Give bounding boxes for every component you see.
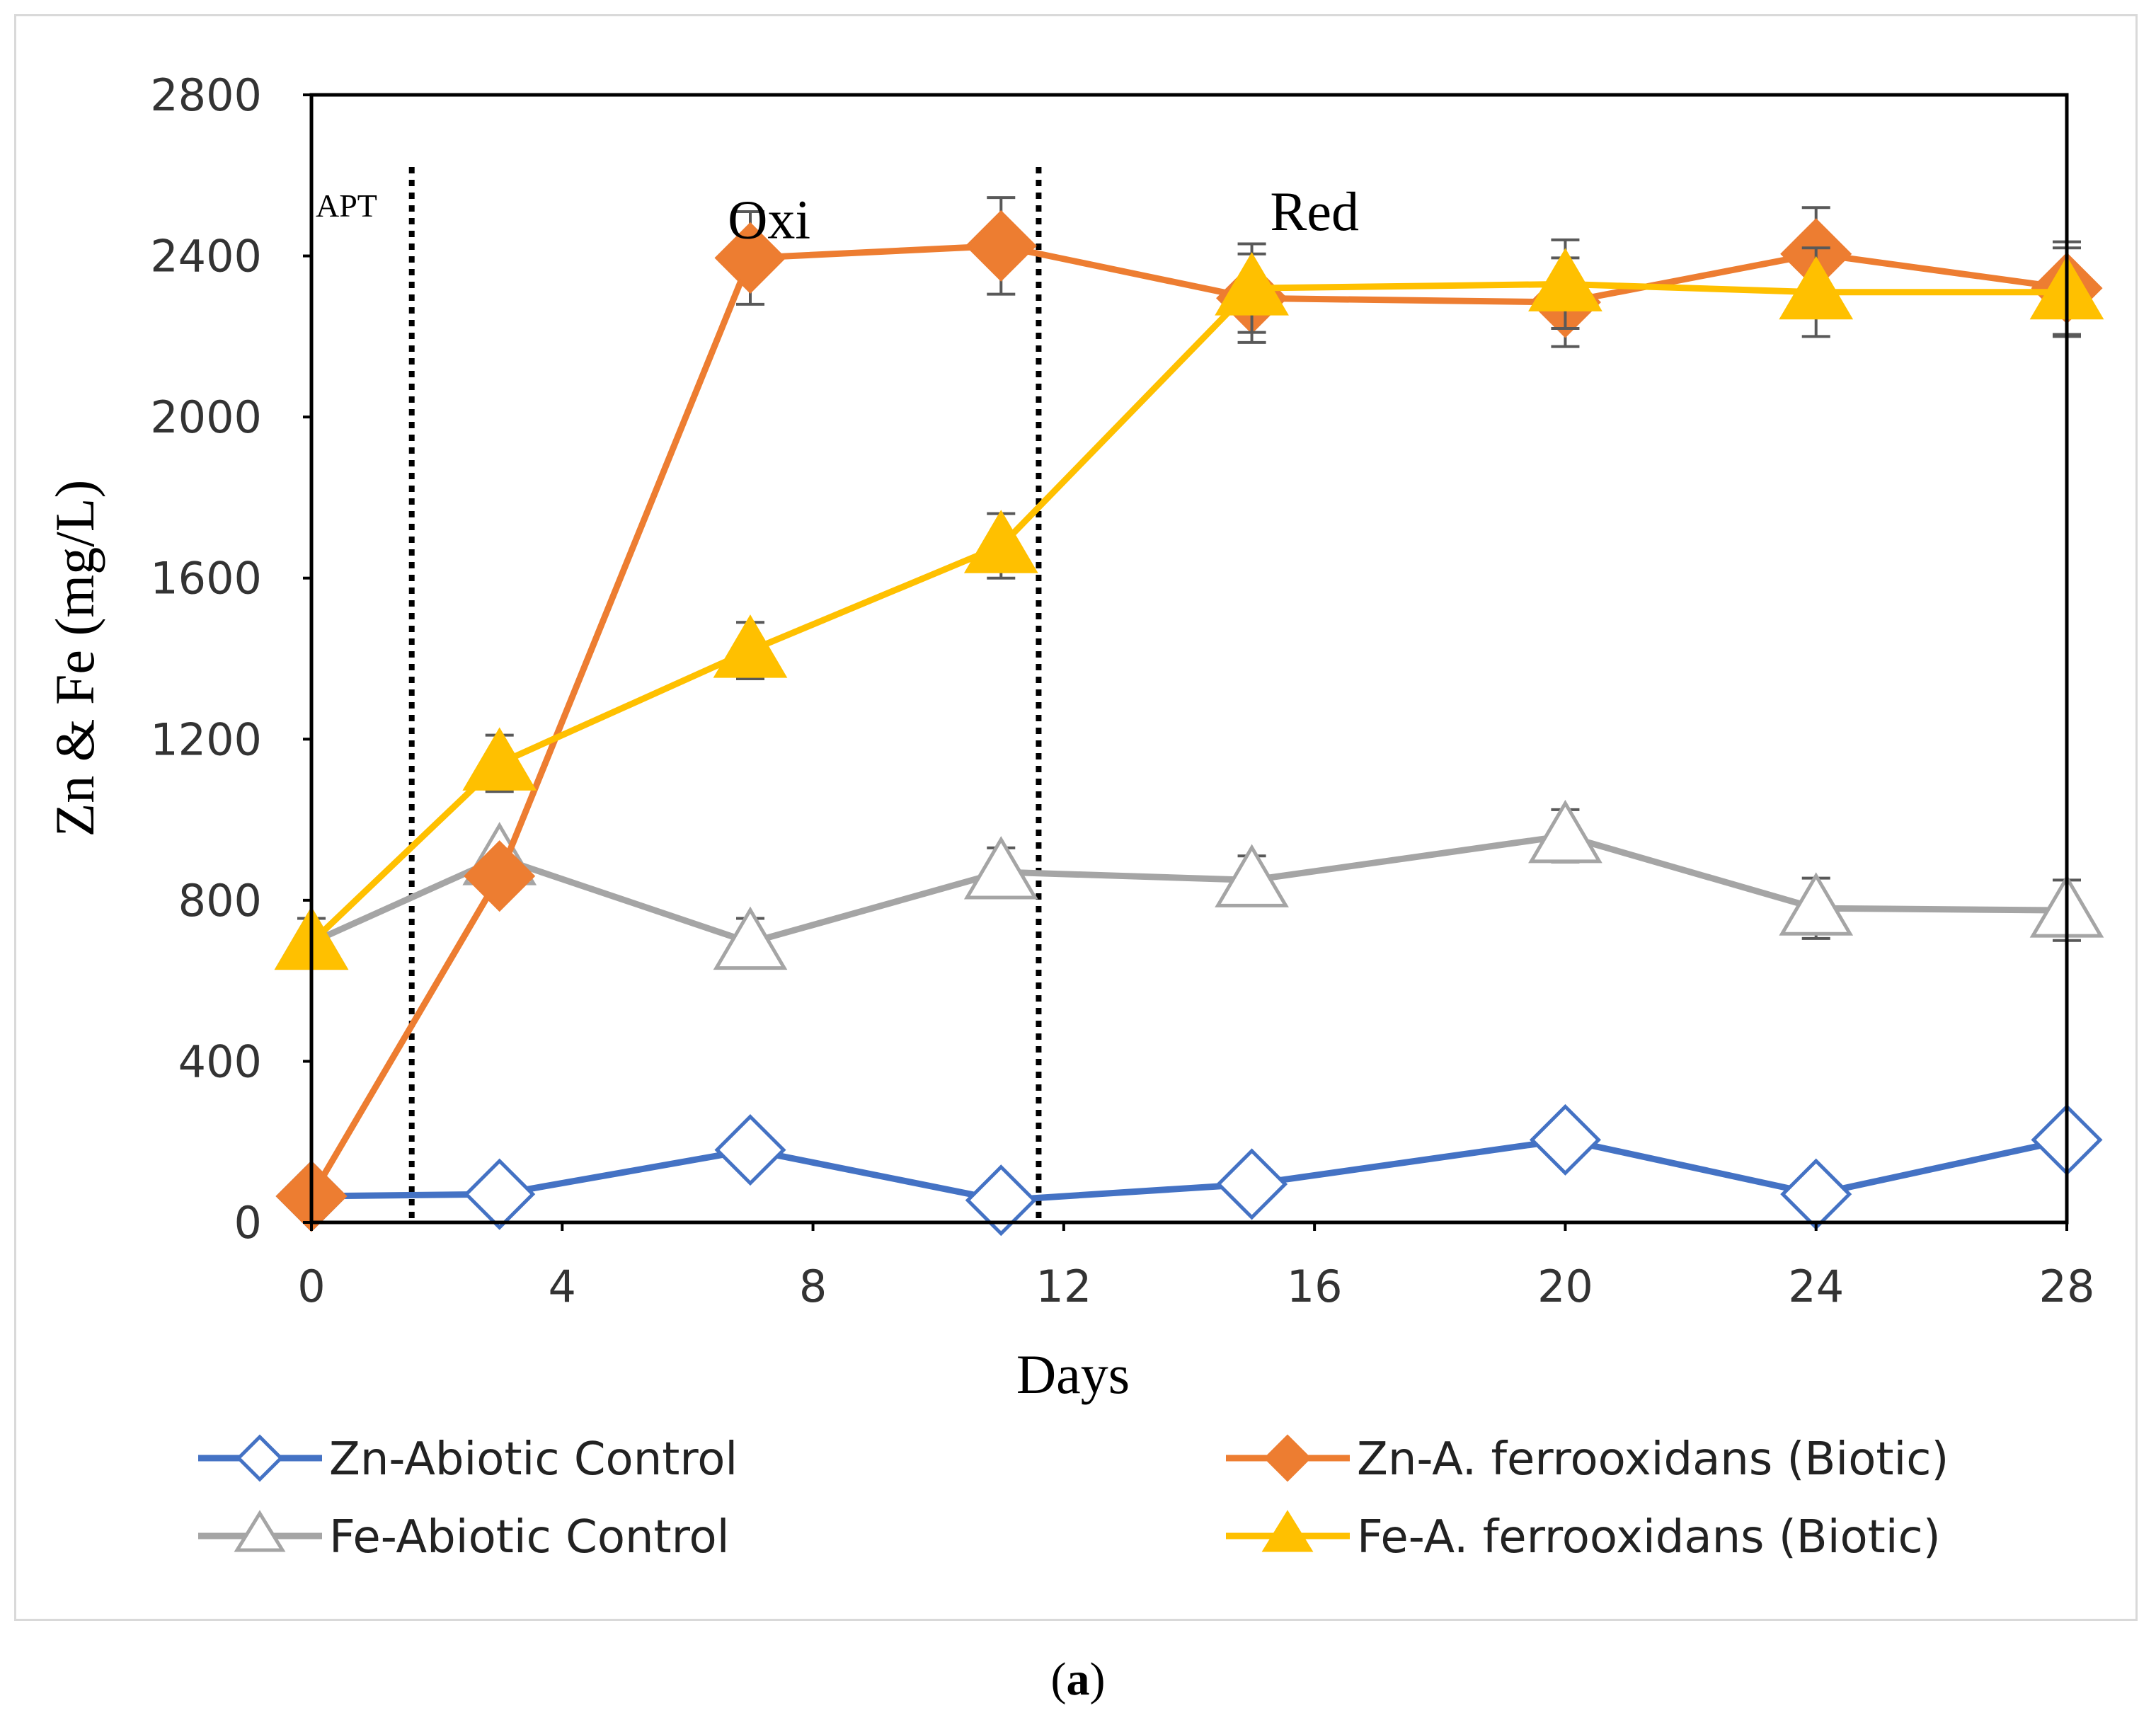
phase-label-red: Red: [1270, 180, 1359, 242]
y-axis-ticks: 0 400 800 1200 1600 2000 2400 2800: [150, 69, 311, 1249]
y-axis-label: Zn & Fe (mg/L): [44, 480, 105, 837]
data-point: [1529, 1103, 1601, 1176]
y-tick-label: 400: [178, 1036, 262, 1087]
x-tick-label: 8: [799, 1261, 827, 1312]
data-point: [963, 836, 1038, 900]
data-point: [714, 222, 786, 294]
y-tick-label: 2400: [150, 231, 262, 282]
x-tick-label: 24: [1788, 1261, 1844, 1312]
x-tick-label: 20: [1537, 1261, 1593, 1312]
x-tick-label: 12: [1036, 1261, 1091, 1312]
data-point: [1779, 256, 1854, 320]
phase-label-oxi: Oxi: [728, 188, 810, 250]
plot-area-border: [309, 93, 2069, 1225]
legend-label-fe-abiotic: Fe-Abiotic Control: [329, 1511, 729, 1564]
figure-caption: (a): [1050, 1653, 1106, 1705]
series-1: [275, 196, 2103, 1232]
y-tick-label: 2800: [150, 69, 262, 121]
data-point: [1215, 252, 1289, 316]
phase-label-apt: APT: [316, 188, 377, 224]
x-axis-label: Days: [1016, 1343, 1130, 1405]
data-point: [713, 906, 788, 970]
y-tick-label: 0: [234, 1197, 262, 1249]
series-3: [274, 238, 2104, 970]
y-tick-label: 2000: [150, 391, 262, 443]
series-2: [274, 799, 2104, 970]
y-tick-label: 1600: [150, 553, 262, 604]
data-point: [1215, 844, 1289, 907]
legend-label-zn-biotic: Zn-A. ferrooxidans (Biotic): [1357, 1433, 1949, 1486]
data-point: [464, 1158, 536, 1230]
x-tick-label: 0: [297, 1261, 325, 1312]
legend-label-fe-biotic: Fe-A. ferrooxidans (Biotic): [1357, 1511, 1941, 1564]
phase-lines: [408, 167, 1042, 1222]
series-line: [310, 832, 2068, 946]
data-point: [1779, 872, 1854, 936]
y-tick-label: 1200: [150, 713, 262, 765]
legend-item-fe-abiotic: Fe-Abiotic Control: [198, 1510, 729, 1564]
legend-item-zn-abiotic: Zn-Abiotic Control: [198, 1433, 738, 1486]
x-tick-label: 16: [1287, 1261, 1343, 1312]
data-point: [1780, 1158, 1852, 1230]
x-tick-label: 4: [549, 1261, 576, 1312]
legend: Zn-Abiotic Control Zn-A. ferrooxidans (B…: [198, 1433, 1949, 1564]
x-tick-label: 28: [2039, 1261, 2095, 1312]
y-tick-label: 800: [178, 875, 262, 927]
data-point: [1528, 248, 1602, 311]
legend-label-zn-abiotic: Zn-Abiotic Control: [329, 1433, 738, 1486]
data-point: [714, 1114, 786, 1186]
series-line: [309, 280, 2067, 945]
series-layer: [274, 196, 2104, 1237]
figure-frame: [14, 14, 2138, 1621]
data-point: [713, 614, 788, 678]
series-line: [311, 1136, 2068, 1204]
x-axis-ticks: 0 4 8 12 16 20 24 28: [297, 1222, 2094, 1312]
data-point: [1216, 1148, 1288, 1220]
legend-item-zn-biotic: Zn-A. ferrooxidans (Biotic): [1226, 1433, 1949, 1486]
chart: 0 400 800 1200 1600 2000 2400 2800 0 4 8 12 16 20 24 2…: [44, 69, 2104, 1564]
data-point: [965, 210, 1037, 282]
series-line: [309, 242, 2068, 1198]
caption-letter: a: [1066, 1653, 1090, 1705]
data-point: [963, 510, 1038, 573]
data-point: [965, 1164, 1037, 1237]
series-0: [275, 1103, 2103, 1237]
data-point: [464, 840, 536, 912]
data-point: [462, 727, 537, 791]
data-point: [1528, 799, 1602, 864]
legend-item-fe-biotic: Fe-A. ferrooxidans (Biotic): [1226, 1510, 1941, 1564]
